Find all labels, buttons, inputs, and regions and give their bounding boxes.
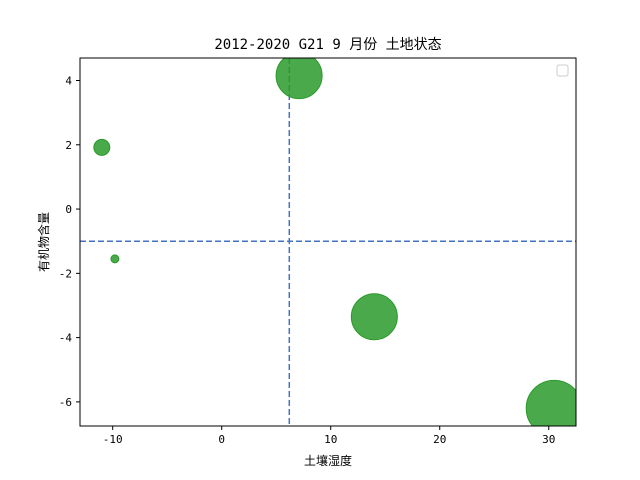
plot-frame [79,57,577,427]
x-axis-label: 土壤湿度 [304,453,352,468]
y-tick-label: 4 [65,74,72,87]
scatter-point [525,379,576,426]
y-tick-label: -6 [59,396,72,409]
x-axis-ticks: -10 0 10 20 30 [103,426,555,446]
x-tick-label: 10 [324,433,337,446]
x-tick-label: 20 [433,433,446,446]
y-tick-label: 0 [65,203,72,216]
y-axis-ticks: -6 -4 -2 0 2 4 [59,74,80,409]
x-tick-label: -10 [103,433,123,446]
scatter-point [350,293,398,341]
y-tick-label: -4 [59,332,73,345]
plot-content [80,58,576,426]
scatter-point [275,58,323,100]
x-tick-label: 0 [218,433,225,446]
plot-area [80,58,576,426]
y-tick-label: -2 [59,267,72,280]
legend-box [556,64,569,77]
scatter-point [93,138,111,156]
chart-title: 2012-2020 G21 9 月份 土地状态 [214,37,441,53]
x-tick-label: 30 [542,433,555,446]
scatter-point [110,254,120,264]
y-tick-label: 2 [65,139,72,152]
y-axis-label: 有机物含量 [36,212,51,272]
